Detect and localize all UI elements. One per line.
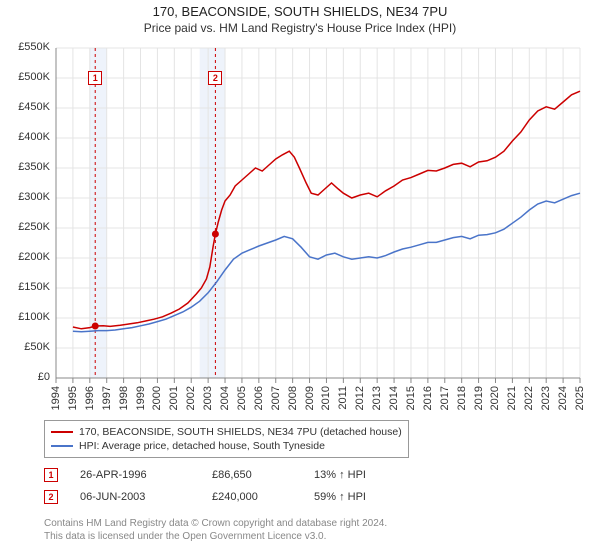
x-tick-label: 1999 — [135, 386, 147, 410]
y-tick-label: £450K — [0, 101, 50, 113]
sale-marker: 2 — [208, 71, 222, 85]
x-tick-label: 2010 — [320, 386, 332, 410]
x-tick-label: 2005 — [236, 386, 248, 410]
x-tick-label: 2004 — [219, 386, 231, 410]
x-tick-label: 2016 — [422, 386, 434, 410]
x-tick-label: 1997 — [101, 386, 113, 410]
y-tick-label: £300K — [0, 191, 50, 203]
legend-swatch — [51, 431, 73, 433]
x-tick-label: 2015 — [405, 386, 417, 410]
y-tick-label: £400K — [0, 131, 50, 143]
sale-pct-hpi: 13% ↑ HPI — [314, 469, 366, 481]
legend-swatch — [51, 445, 73, 447]
legend: 170, BEACONSIDE, SOUTH SHIELDS, NE34 7PU… — [44, 420, 409, 458]
x-tick-label: 2018 — [456, 386, 468, 410]
x-tick-label: 2020 — [489, 386, 501, 410]
y-tick-label: £150K — [0, 281, 50, 293]
x-tick-label: 2008 — [287, 386, 299, 410]
copyright-line-1: Contains HM Land Registry data © Crown c… — [44, 518, 387, 531]
sale-marker: 1 — [88, 71, 102, 85]
x-tick-label: 1995 — [67, 386, 79, 410]
x-tick-label: 1996 — [84, 386, 96, 410]
x-tick-label: 2024 — [557, 386, 569, 410]
sale-date: 26-APR-1996 — [80, 469, 190, 481]
sale-date: 06-JUN-2003 — [80, 491, 190, 503]
legend-label: 170, BEACONSIDE, SOUTH SHIELDS, NE34 7PU… — [79, 426, 402, 438]
legend-item: HPI: Average price, detached house, Sout… — [51, 439, 402, 453]
y-tick-label: £200K — [0, 251, 50, 263]
x-tick-label: 2009 — [304, 386, 316, 410]
legend-label: HPI: Average price, detached house, Sout… — [79, 440, 325, 452]
sale-price: £240,000 — [212, 491, 292, 503]
x-tick-label: 2000 — [151, 386, 163, 410]
sale-row: 2 06-JUN-2003 £240,000 59% ↑ HPI — [44, 490, 366, 504]
x-tick-label: 2011 — [337, 386, 349, 410]
x-tick-label: 2001 — [168, 386, 180, 410]
sale-row: 1 26-APR-1996 £86,650 13% ↑ HPI — [44, 468, 366, 482]
x-tick-label: 1998 — [118, 386, 130, 410]
x-tick-label: 2002 — [185, 386, 197, 410]
sale-price: £86,650 — [212, 469, 292, 481]
x-tick-label: 2014 — [388, 386, 400, 410]
sale-row-marker: 1 — [44, 468, 58, 482]
sale-row-marker: 2 — [44, 490, 58, 504]
x-tick-label: 2003 — [202, 386, 214, 410]
x-tick-label: 2017 — [439, 386, 451, 410]
y-tick-label: £250K — [0, 221, 50, 233]
copyright-text: Contains HM Land Registry data © Crown c… — [44, 518, 387, 543]
y-tick-label: £550K — [0, 41, 50, 53]
x-tick-label: 2012 — [354, 386, 366, 410]
y-tick-label: £100K — [0, 311, 50, 323]
y-tick-label: £350K — [0, 161, 50, 173]
x-tick-label: 2022 — [523, 386, 535, 410]
copyright-line-2: This data is licensed under the Open Gov… — [44, 531, 387, 544]
x-tick-label: 2013 — [371, 386, 383, 410]
x-tick-label: 2007 — [270, 386, 282, 410]
x-tick-label: 2019 — [473, 386, 485, 410]
y-tick-label: £50K — [0, 341, 50, 353]
legend-item: 170, BEACONSIDE, SOUTH SHIELDS, NE34 7PU… — [51, 425, 402, 439]
y-tick-label: £0 — [0, 371, 50, 383]
x-tick-label: 1994 — [50, 386, 62, 410]
sale-pct-hpi: 59% ↑ HPI — [314, 491, 366, 503]
x-tick-label: 2025 — [574, 386, 586, 410]
x-tick-label: 2023 — [540, 386, 552, 410]
x-tick-label: 2021 — [506, 386, 518, 410]
y-tick-label: £500K — [0, 71, 50, 83]
x-tick-label: 2006 — [253, 386, 265, 410]
